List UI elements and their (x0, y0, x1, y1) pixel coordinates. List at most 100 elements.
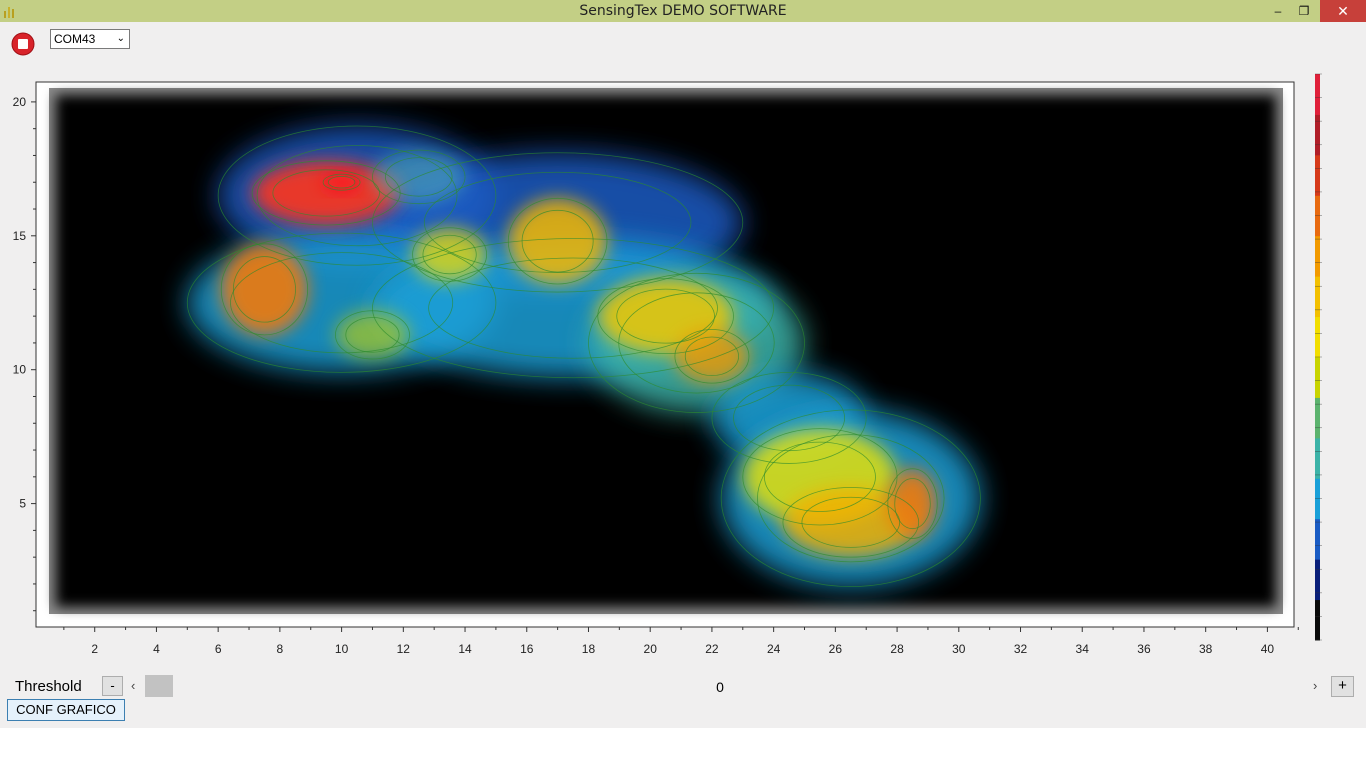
heat-blob (508, 198, 607, 285)
title-bar: SensingTex DEMO SOFTWARE – ❐ ✕ (0, 0, 1366, 22)
heat-blob (782, 487, 919, 558)
y-tick-label: 15 (13, 229, 27, 243)
x-tick-label: 16 (520, 642, 534, 656)
contour-line (763, 441, 876, 512)
x-axis: 2 4 6 8 10 12 14 16 18 20 22 24 26 28 30 32 34 36 38 40 (63, 627, 1299, 656)
x-tick-label: 14 (458, 642, 472, 656)
contour-line (272, 169, 380, 217)
com-port-value: COM43 (54, 32, 96, 46)
contour-line (372, 149, 466, 205)
colorbar-segment (1315, 316, 1320, 358)
x-tick-label: 18 (582, 642, 596, 656)
color-scale-bar (1315, 73, 1322, 641)
y-axis: 5 10 15 20 (13, 95, 36, 612)
x-tick-label: 26 (829, 642, 843, 656)
colorbar-segment (1315, 74, 1320, 115)
contour-line (597, 278, 734, 355)
contour-line (616, 288, 715, 344)
colorbar-segment (1315, 397, 1320, 439)
contour-line (256, 145, 458, 247)
window-title: SensingTex DEMO SOFTWARE (579, 3, 787, 19)
contour-line (711, 371, 867, 464)
contour-line (423, 171, 692, 273)
threshold-value: 0 (716, 679, 724, 695)
threshold-slider-track[interactable] (128, 675, 1327, 697)
x-tick-label: 28 (890, 642, 904, 656)
contour-line (217, 125, 497, 266)
conf-grafico-button[interactable]: CONF GRAFICO (7, 699, 125, 721)
app-logo-icon (4, 7, 14, 18)
chevron-down-icon: ⌄ (116, 33, 125, 44)
contour-line (521, 209, 594, 273)
colorbar-segment (1315, 276, 1320, 318)
close-button[interactable]: ✕ (1320, 0, 1366, 22)
contour-line (588, 272, 805, 413)
contour-line (372, 152, 744, 293)
contour-line (322, 173, 361, 191)
contour-line (674, 329, 750, 384)
contour-line (684, 336, 739, 376)
contour-line (372, 238, 775, 379)
contour-line (412, 227, 488, 282)
y-tick-label: 5 (19, 497, 26, 511)
contour-line (887, 468, 938, 539)
heat-blob (252, 160, 401, 226)
colorbar-segment (1315, 357, 1320, 398)
x-tick-label: 2 (91, 642, 98, 656)
com-port-select[interactable]: COM43 ⌄ (50, 29, 130, 49)
x-tick-label: 36 (1137, 642, 1151, 656)
colorbar-segment (1315, 235, 1320, 277)
contour-line (782, 487, 920, 558)
colorbar-segment (1315, 599, 1320, 641)
contour-line (327, 176, 356, 189)
contour-line (422, 234, 477, 275)
x-tick-label: 10 (335, 642, 349, 656)
contour-line (220, 243, 309, 336)
threshold-decrease-button[interactable]: - (102, 676, 123, 696)
x-tick-label: 34 (1076, 642, 1090, 656)
contour-line (335, 310, 410, 360)
contour-line (385, 157, 453, 197)
x-tick-label: 40 (1261, 642, 1275, 656)
colorbar-segment (1315, 437, 1320, 479)
x-tick-label: 30 (952, 642, 966, 656)
heat-blob (221, 243, 308, 335)
contour-line (186, 232, 497, 373)
threshold-label: Threshold (15, 678, 82, 695)
contour-line (507, 197, 608, 285)
x-tick-label: 24 (767, 642, 781, 656)
colorbar-segment (1315, 114, 1320, 156)
x-tick-label: 4 (153, 642, 160, 656)
heat-blob (372, 150, 466, 204)
colorbar-segment (1315, 518, 1320, 560)
contour-lines (186, 125, 981, 588)
contour-line (894, 478, 931, 530)
minimize-button[interactable]: – (1274, 4, 1282, 18)
scroll-right-icon[interactable]: › (1313, 678, 1318, 693)
y-tick-label: 10 (13, 363, 27, 377)
x-tick-label: 12 (397, 642, 411, 656)
contour-line (345, 317, 400, 353)
colorbar-segment (1315, 559, 1320, 601)
threshold-increase-button[interactable]: + (1331, 676, 1354, 697)
app-window: SensingTex DEMO SOFTWARE – ❐ ✕ COM43 ⌄ 2… (0, 0, 1366, 728)
contour-line (757, 434, 945, 563)
y-tick-label: 20 (13, 95, 27, 109)
stop-record-icon[interactable] (11, 32, 35, 56)
x-tick-label: 38 (1199, 642, 1213, 656)
contour-line (720, 409, 981, 588)
maximize-button[interactable]: ❐ (1298, 4, 1310, 18)
contour-line (801, 496, 901, 548)
colorbar-segment (1315, 154, 1320, 196)
x-tick-label: 20 (644, 642, 658, 656)
threshold-slider-thumb[interactable] (145, 675, 173, 697)
scroll-left-icon[interactable]: ‹ (131, 678, 136, 693)
x-tick-label: 32 (1014, 642, 1028, 656)
contour-line (232, 256, 296, 323)
contour-line (230, 252, 454, 354)
x-tick-label: 22 (705, 642, 719, 656)
x-tick-label: 8 (277, 642, 284, 656)
x-tick-label: 6 (215, 642, 222, 656)
pressure-heatmap-chart: 2 4 6 8 10 12 14 16 18 20 22 24 26 28 30 32 34 36 38 40 510… (13, 73, 1322, 656)
contour-line (428, 257, 718, 359)
